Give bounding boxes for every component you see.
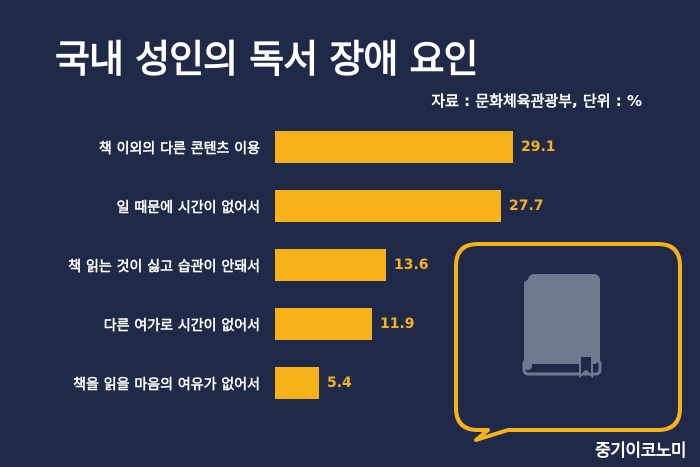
category-label: 책 이외의 다른 콘텐츠 이용 [98,141,260,157]
value-label: 11.9 [380,316,415,332]
source-note: 자료 : 문화체육관광부, 단위 : % [431,92,642,110]
bar [275,308,372,340]
page-title: 국내 성인의 독서 장애 요인 [55,37,478,81]
value-label: 13.6 [394,257,429,273]
speech-bubble-shape [454,242,682,442]
brand-logo: 중기이코노미 [595,441,686,461]
category-label: 책 읽는 것이 싫고 습관이 안돼서 [68,259,260,275]
bar [275,367,319,399]
bar [275,249,386,281]
speech-bubble [448,236,688,446]
bar [275,131,513,163]
category-label: 일 때문에 시간이 없어서 [116,200,260,216]
value-label: 27.7 [509,198,544,214]
value-label: 29.1 [521,139,556,155]
bar [275,190,501,222]
category-label: 책을 읽을 마음의 여유가 없어서 [73,377,260,393]
book-icon [522,274,602,378]
category-label: 다른 여가로 시간이 없어서 [103,318,260,334]
value-label: 5.4 [327,375,352,391]
